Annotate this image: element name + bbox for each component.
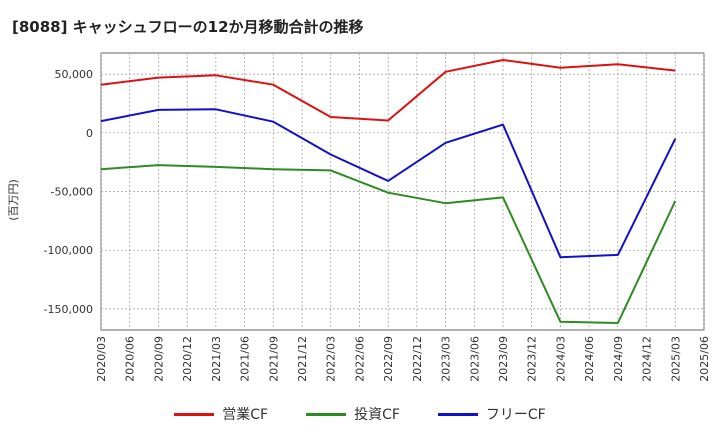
legend-swatch-operating-cf [174,412,215,416]
chart-title: [8088] キャッシュフローの12か月移動合計の推移 [12,18,364,36]
x-tick-label: 2024/06 [583,336,596,382]
x-tick-label: 2021/03 [210,336,223,382]
x-tick-label: 2020/03 [95,336,108,382]
legend-swatch-investing-cf [306,412,347,416]
x-tick-label: 2023/06 [468,336,481,382]
legend: 営業CF 投資CF フリーCF [0,404,720,424]
x-tick-label: 2021/09 [267,336,280,382]
legend-label-investing-cf: 投資CF [354,407,400,423]
legend-item-free-cf: フリーCF [437,404,546,424]
y-tick-label: 0 [86,127,93,140]
legend-label-operating-cf: 営業CF [222,407,269,423]
x-tick-label: 2023/12 [526,336,539,382]
series-line-0 [100,59,676,122]
x-tick-label: 2021/12 [296,336,309,382]
series-line-2 [100,108,677,259]
grid-lines [100,53,705,330]
x-tick-label: 2024/09 [612,336,625,382]
x-tick-label: 2024/12 [641,336,654,382]
legend-item-operating-cf: 営業CF [174,404,268,424]
x-tick-label: 2020/06 [124,336,137,382]
x-tick-label: 2025/03 [669,336,682,382]
legend-swatch-free-cf [437,412,478,416]
legend-item-investing-cf: 投資CF [306,404,400,424]
legend-label-free-cf: フリーCF [485,407,546,423]
x-tick-label: 2020/12 [181,336,194,382]
series-lines [100,59,677,324]
x-tick-label: 2023/09 [497,336,510,382]
x-tick-label: 2022/03 [325,336,338,382]
x-tick-label: 2022/06 [353,336,366,382]
x-tick-label: 2021/06 [239,336,252,382]
x-tick-label: 2025/06 [698,336,711,382]
y-tick-label: 50,000 [55,68,94,81]
y-axis-ticks: 50,000 0 -50,000 -100,000 -150,000 [44,68,93,316]
series-line-1 [100,164,677,324]
x-tick-label: 2023/03 [440,336,453,382]
y-tick-label: -50,000 [51,186,93,199]
y-axis-label: (百万円) [7,179,20,221]
x-tick-label: 2022/12 [411,336,424,382]
y-tick-label: -150,000 [44,303,93,316]
x-tick-label: 2024/03 [554,336,567,382]
x-axis-ticks: 2020/03 2020/06 2020/09 2020/12 2021/03 2021/… [95,336,711,382]
y-tick-label: -100,000 [44,244,93,257]
x-tick-label: 2020/09 [152,336,165,382]
x-tick-label: 2022/09 [382,336,395,382]
